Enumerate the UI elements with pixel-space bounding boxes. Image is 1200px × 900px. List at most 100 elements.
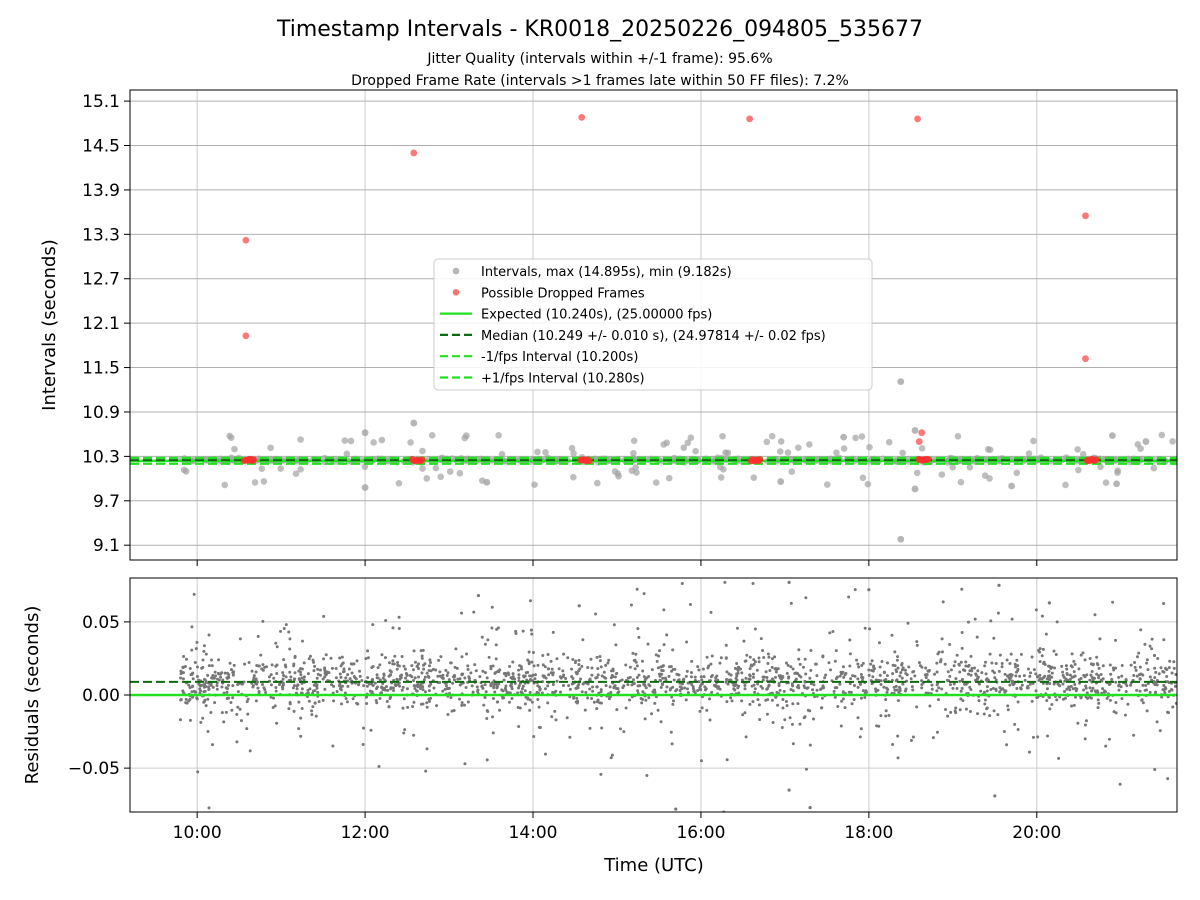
residual-point [524, 689, 527, 692]
residual-point [743, 711, 746, 714]
residual-point [974, 618, 977, 621]
residual-point [821, 655, 824, 658]
residual-point [655, 653, 658, 656]
residual-point [1149, 691, 1152, 694]
residual-point [671, 703, 674, 706]
residual-point [871, 675, 874, 678]
residual-point [681, 582, 684, 585]
residual-point [735, 683, 738, 686]
residual-point [893, 686, 896, 689]
residual-point [329, 657, 332, 660]
residual-point [1046, 734, 1049, 737]
residual-point [940, 658, 943, 661]
residual-point [467, 701, 470, 704]
residual-point [508, 701, 511, 704]
residual-point [219, 673, 222, 676]
residual-point [878, 565, 881, 568]
residual-point [831, 630, 834, 633]
residual-point [372, 684, 375, 687]
residual-point [986, 706, 989, 709]
residual-point [757, 657, 760, 660]
interval-point [719, 433, 726, 440]
residual-point [312, 669, 315, 672]
residual-point [416, 665, 419, 668]
residual-point [275, 672, 278, 675]
residual-point [1003, 730, 1006, 733]
residual-point [464, 686, 467, 689]
residual-point [1085, 719, 1088, 722]
residual-point [705, 709, 708, 712]
residual-point [391, 662, 394, 665]
residual-point [954, 660, 957, 663]
residual-point [1142, 701, 1145, 704]
residual-point [1144, 684, 1147, 687]
residual-point [834, 686, 837, 689]
residual-point [625, 707, 628, 710]
residual-point [466, 664, 469, 667]
residual-point [370, 666, 373, 669]
residual-point [1036, 735, 1039, 738]
xtick-label-0: 10:00 [173, 823, 222, 843]
residual-point [344, 676, 347, 679]
interval-point [267, 444, 274, 451]
residual-point [998, 670, 1001, 673]
legend-label-0: Intervals, max (14.895s), min (9.182s) [481, 265, 732, 280]
residual-point [319, 674, 322, 677]
residual-point [967, 665, 970, 668]
interval-point [228, 434, 235, 441]
residual-point [884, 715, 887, 718]
residual-point [885, 709, 888, 712]
residual-point [392, 689, 395, 692]
residual-point [796, 672, 799, 675]
residual-point [322, 699, 325, 702]
residual-point [388, 661, 391, 664]
residual-point [702, 668, 705, 671]
xtick-label-5: 20:00 [1012, 823, 1061, 843]
residual-point [685, 698, 688, 701]
residual-point [332, 699, 335, 702]
residual-point [579, 677, 582, 680]
residual-point [1073, 704, 1076, 707]
residual-point [581, 638, 584, 641]
residual-point [463, 704, 466, 707]
residual-point [630, 603, 633, 606]
residual-point [803, 680, 806, 683]
legend-marker-1 [453, 289, 460, 296]
residual-point [1121, 664, 1124, 667]
residual-point [211, 743, 214, 746]
residual-point [690, 675, 693, 678]
residual-point [323, 668, 326, 671]
interval-point [751, 474, 758, 481]
residual-point [511, 687, 514, 690]
residual-point [339, 687, 342, 690]
residual-point [451, 682, 454, 685]
residual-point [875, 724, 878, 727]
residual-point [1056, 683, 1059, 686]
residual-point [495, 657, 498, 660]
interval-point [1030, 438, 1037, 445]
residual-point [768, 684, 771, 687]
residual-point [241, 683, 244, 686]
residual-point [312, 659, 315, 662]
residual-point [216, 678, 219, 681]
residual-point [231, 696, 234, 699]
residual-point [887, 714, 890, 717]
residual-point [744, 677, 747, 680]
residual-point [584, 709, 587, 712]
residual-point [571, 677, 574, 680]
residual-point [574, 661, 577, 664]
residual-point [899, 689, 902, 692]
interval-point [967, 464, 974, 471]
residual-point [1035, 608, 1038, 611]
residual-point [754, 660, 757, 663]
residual-point [331, 744, 334, 747]
residual-point [948, 643, 951, 646]
residual-point [196, 697, 199, 700]
residual-point [460, 655, 463, 658]
residual-point [569, 688, 572, 691]
residual-point [1098, 637, 1101, 640]
residual-point [179, 677, 182, 680]
residual-point [766, 713, 769, 716]
residual-point [964, 661, 967, 664]
residual-point [775, 671, 778, 674]
